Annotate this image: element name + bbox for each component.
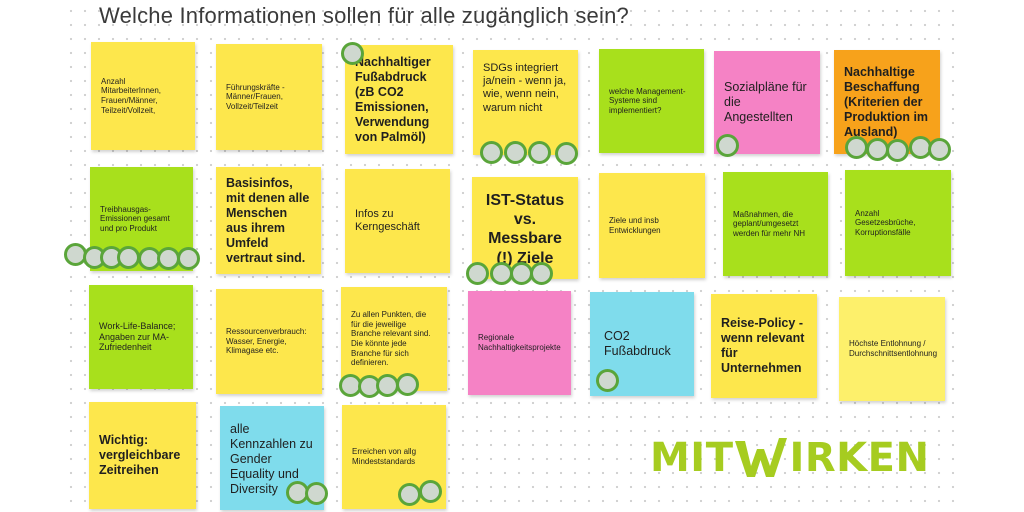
sticky-note[interactable]: Work-Life-Balance; Angaben zur MA-Zufrie… — [89, 285, 193, 389]
vote-dot[interactable] — [886, 139, 909, 162]
sticky-note[interactable]: Wichtig: vergleichbare Zeitreihen — [89, 402, 196, 509]
vote-dot[interactable] — [528, 141, 551, 164]
sticky-note[interactable]: Führungskräfte - Männer/Frauen, Vollzeit… — [216, 44, 322, 150]
vote-dot[interactable] — [504, 141, 527, 164]
sticky-note[interactable]: Maßnahmen, die geplant/umgesetzt werden … — [723, 172, 828, 276]
sticky-note[interactable]: Regionale Nachhaltigkeitsprojekte — [468, 291, 571, 395]
vote-dot[interactable] — [396, 373, 419, 396]
vote-dot[interactable] — [419, 480, 442, 503]
sticky-note[interactable]: Nachhaltiger Fußabdruck (zB CO2 Emission… — [345, 45, 453, 154]
sticky-note[interactable]: welche Management-Systeme sind implement… — [599, 49, 704, 153]
sticky-note[interactable]: Anzahl MitarbeiterInnen, Frauen/Männer, … — [91, 42, 195, 150]
vote-dot[interactable] — [466, 262, 489, 285]
logo-text-irken: IRKEN — [789, 435, 930, 481]
sticky-note[interactable]: Anzahl Gesetzesbrüche, Korruptionsfälle — [845, 170, 951, 276]
sticky-note[interactable]: Ressourcenverbrauch: Wasser, Energie, Kl… — [216, 289, 322, 394]
logo-text-mit: MIT — [650, 435, 734, 481]
vote-dot[interactable] — [928, 138, 951, 161]
sticky-note[interactable]: Basisinfos, mit denen alle Menschen aus … — [216, 167, 321, 274]
vote-dot[interactable] — [716, 134, 739, 157]
sticky-note[interactable]: Höchste Entlohnung / Durchschnittsentloh… — [839, 297, 945, 401]
vote-dot[interactable] — [480, 141, 503, 164]
sticky-note[interactable]: Sozialpläne für die Angestellten — [714, 51, 820, 154]
vote-dot[interactable] — [117, 246, 140, 269]
vote-dot[interactable] — [398, 483, 421, 506]
logo-w-check-icon — [735, 438, 788, 477]
board-title: Welche Informationen sollen für alle zug… — [99, 3, 629, 28]
sticky-note[interactable]: alle Kennzahlen zu Gender Equality und D… — [220, 406, 324, 510]
vote-dot[interactable] — [305, 482, 328, 505]
sticky-note[interactable]: Zu allen Punkten, die für die jeweilige … — [341, 287, 447, 391]
sticky-note[interactable]: Ziele und insb Entwicklungen — [599, 173, 705, 278]
vote-dot[interactable] — [845, 136, 868, 159]
sticky-note[interactable]: Reise-Policy - wenn relevant für Unterne… — [711, 294, 817, 398]
vote-dot[interactable] — [596, 369, 619, 392]
sticky-note[interactable]: Infos zu Kerngeschäft — [345, 169, 450, 273]
mitwirken-logo: MIT IRKEN — [650, 436, 929, 480]
vote-dot[interactable] — [341, 42, 364, 65]
sticky-note[interactable]: SDGs integriert ja/nein - wenn ja, wie, … — [473, 50, 578, 155]
vote-dot[interactable] — [555, 142, 578, 165]
vote-dot[interactable] — [177, 247, 200, 270]
vote-dot[interactable] — [530, 262, 553, 285]
